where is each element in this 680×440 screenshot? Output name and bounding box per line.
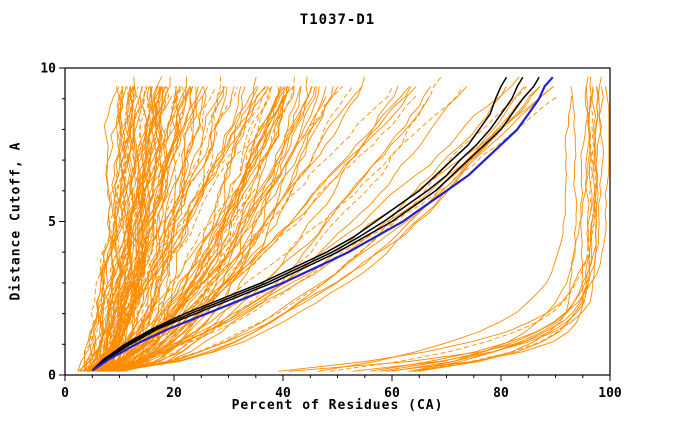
orange-model-curve — [91, 86, 554, 372]
plot-border — [64, 67, 611, 376]
orange-model-curve — [95, 86, 527, 372]
orange-model-curve — [99, 95, 431, 372]
orange-model-curve — [352, 76, 598, 372]
orange-model-curve — [109, 86, 154, 372]
orange-model-curve — [85, 86, 124, 372]
orange-model-curve — [78, 86, 194, 372]
x-tick-label: 60 — [384, 386, 400, 401]
orange-model-curve — [288, 96, 591, 372]
orange-model-curve — [116, 76, 365, 372]
orange-model-curve — [105, 86, 399, 372]
orange-model-curve — [97, 86, 184, 372]
orange-model-curve — [391, 86, 605, 372]
orange-model-curve — [93, 86, 273, 372]
black-model-2-curve — [91, 76, 540, 371]
orange-model-curve — [86, 86, 194, 372]
orange-model-curve — [84, 96, 278, 372]
x-tick-label: 80 — [493, 386, 509, 401]
orange-model-curve — [96, 96, 143, 372]
orange-model-curve — [97, 86, 394, 372]
x-tick-label: 100 — [598, 386, 622, 401]
x-tick-label: 40 — [275, 386, 291, 401]
orange-model-curve — [119, 76, 222, 372]
orange-model-curve — [108, 86, 134, 372]
orange-model-curve — [101, 86, 238, 372]
orange-model-curve — [109, 95, 203, 372]
orange-model-curve — [102, 86, 283, 372]
orange-model-curve — [83, 86, 124, 372]
orange-model-curve — [108, 86, 507, 372]
orange-model-curve — [120, 86, 192, 372]
orange-model-curve — [102, 86, 166, 372]
orange-model-curve — [104, 95, 417, 372]
orange-model-curve — [87, 86, 535, 372]
orange-model-curve — [80, 76, 257, 372]
orange-model-curve — [105, 86, 294, 372]
orange-model-curve — [112, 95, 287, 372]
orange-model-curve — [414, 86, 578, 372]
orange-model-curve — [414, 76, 602, 372]
orange-model-curve — [120, 76, 296, 372]
orange-model-curve — [92, 86, 170, 372]
orange-model-curve — [111, 86, 417, 372]
orange-model-curve — [318, 96, 573, 372]
orange-model-curve — [105, 86, 164, 372]
orange-model-curve — [122, 86, 354, 372]
orange-model-curve — [110, 86, 554, 372]
orange-model-curve — [101, 76, 520, 372]
blue-model-curve — [91, 76, 554, 372]
y-axis-label: Distance Cutoff, A — [8, 141, 24, 301]
orange-model-curve — [418, 86, 594, 372]
orange-model-curve — [87, 86, 525, 372]
y-tick-label: 5 — [48, 215, 56, 230]
y-tick-label: 0 — [48, 369, 56, 384]
orange-model-curve — [82, 86, 131, 372]
orange-model-curve — [107, 76, 442, 372]
orange-model-curve — [329, 86, 597, 372]
x-tick-label: 0 — [61, 386, 69, 401]
orange-model-curve — [118, 86, 209, 372]
orange-model-curve — [122, 86, 320, 372]
y-tick-label: 10 — [40, 62, 56, 77]
orange-model-curve — [93, 96, 155, 372]
orange-model-curve — [98, 86, 217, 372]
orange-model-curve — [370, 86, 610, 372]
orange-model-curve — [100, 96, 149, 372]
x-tick-label: 20 — [166, 386, 182, 401]
orange-model-curve — [104, 86, 334, 372]
orange-model-curve — [91, 86, 199, 372]
orange-model-curve — [278, 86, 604, 372]
orange-model-curve — [80, 96, 269, 372]
chart-title: T1037-D1 — [299, 12, 376, 28]
orange-model-curve — [93, 86, 410, 372]
orange-model-curve — [88, 86, 135, 372]
orange-model-curve — [101, 86, 285, 372]
orange-model-curve — [118, 86, 432, 372]
black-model-1-curve — [91, 76, 508, 371]
orange-model-curve — [90, 86, 181, 372]
orange-model-curve — [87, 86, 226, 372]
orange-model-curve — [108, 86, 242, 372]
orange-model-curve — [97, 86, 131, 372]
orange-model-curve — [93, 86, 273, 372]
orange-model-curve — [89, 86, 151, 372]
x-axis-label: Percent of Residues (CA) — [231, 398, 444, 413]
black-model-3-curve — [91, 76, 524, 371]
orange-model-curve — [379, 86, 599, 372]
orange-model-curve — [102, 86, 468, 372]
orange-model-curve — [385, 86, 589, 372]
orange-model-curve — [100, 96, 199, 372]
orange-model-curve — [109, 86, 317, 372]
